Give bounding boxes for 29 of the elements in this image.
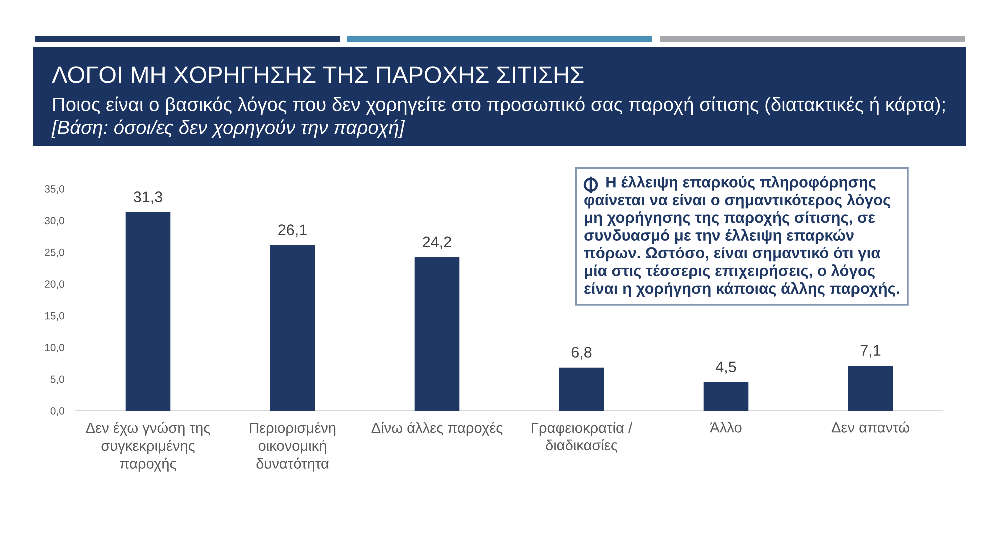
chart-subtitle: Ποιος είναι ο βασικός λόγος που δεν χορηγείτε στο προσωπικό σας παροχή σίτισης (διατακτικές ή κάρτα); [Βάση: όσοι/ες δεν χορηγούν την παροχή] bbox=[52, 96, 945, 138]
y-tick-label: 20,0 bbox=[45, 280, 64, 290]
bar bbox=[559, 368, 604, 411]
data-label: 26,1 bbox=[278, 224, 307, 238]
data-label: 7,1 bbox=[860, 345, 881, 358]
data-label: 6,8 bbox=[572, 347, 592, 360]
x-tick-label: Δεν έχω γνώση της συγκεκριμένης παροχής bbox=[86, 422, 210, 472]
bar bbox=[270, 245, 316, 411]
bar bbox=[848, 366, 894, 411]
data-label: 31,3 bbox=[134, 192, 162, 204]
y-tick-label: 35,0 bbox=[45, 186, 64, 194]
data-label: 4,5 bbox=[716, 362, 736, 374]
y-tick-label: 15,0 bbox=[45, 312, 64, 321]
x-tick-label: Περιορισμένη οικονομική δυνατότητα bbox=[250, 422, 336, 472]
x-tick-label: Άλλο bbox=[710, 422, 742, 433]
x-tick-label: Γραφειοκρατία / διαδικασίες bbox=[532, 422, 633, 453]
y-tick-label: 10,0 bbox=[45, 344, 64, 353]
data-label: 24,2 bbox=[423, 236, 452, 250]
y-tick-label: 30,0 bbox=[45, 217, 64, 226]
x-tick-label: Δίνω άλλες παροχές bbox=[372, 422, 503, 436]
y-tick-label: 25,0 bbox=[45, 248, 64, 258]
bar bbox=[704, 382, 749, 411]
bar bbox=[126, 212, 171, 411]
x-tick-label: Δεν απαντώ bbox=[832, 422, 910, 433]
y-tick-label: 5,0 bbox=[50, 376, 64, 384]
chart-title: ΛΟΓΟΙ ΜΗ ΧΟΡΗΓΗΣΗΣ ΤΗΣ ΠΑΡΟΧΗΣ ΣΙΤΙΣΗΣ bbox=[52, 66, 584, 84]
bar bbox=[414, 258, 460, 411]
annotation: Η έλλειψη επαρκούς πληροφόρησης φαίνεται να είναι ο σημαντικότερος λόγος μη χορήγησης της παροχής σίτισης, σε συνδυασμό με την έλλειψη επαρκών πόρων. Ωστόσο, είναι σημαντικό ότι για μία στις τέσσερις επιχειρήσεις, ο λόγος είναι η χορήγηση κάποιας άλλης παροχής. bbox=[584, 176, 900, 298]
y-tick-label: 0,0 bbox=[50, 408, 64, 416]
